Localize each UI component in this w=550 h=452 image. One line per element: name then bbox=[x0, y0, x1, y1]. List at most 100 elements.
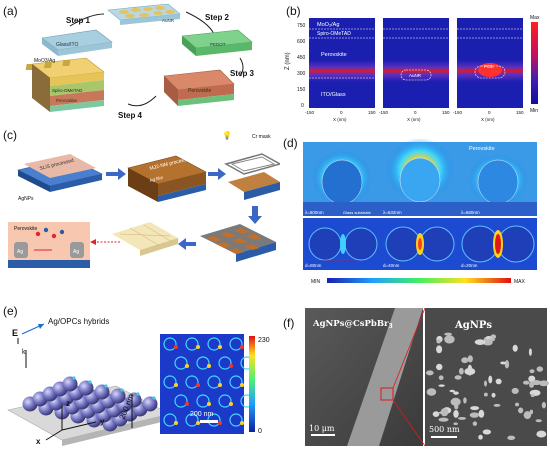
y-axis-label: Z (nm) bbox=[285, 52, 291, 70]
aunr-slab bbox=[107, 3, 181, 25]
arrow-c4 bbox=[178, 238, 196, 250]
hotspot-ring bbox=[185, 375, 199, 389]
sem-particle bbox=[528, 348, 532, 356]
sem-particle bbox=[541, 401, 547, 409]
scale-label-map: 200 nm bbox=[190, 411, 214, 418]
field-map-aunr bbox=[383, 18, 449, 108]
sem-particle bbox=[518, 407, 524, 414]
hotspot-dot bbox=[240, 345, 244, 349]
hotspot-dot bbox=[240, 383, 244, 387]
axis-label-x: x bbox=[36, 437, 41, 446]
sem-particle bbox=[495, 378, 502, 385]
hotspot-dot bbox=[229, 364, 233, 368]
sem-particle bbox=[478, 409, 485, 418]
axis-label-z: z bbox=[66, 399, 70, 408]
agnps-label: AgNPs bbox=[18, 196, 34, 202]
ytick-0: 0 bbox=[301, 103, 304, 109]
sem-particle bbox=[514, 402, 520, 407]
hotspot-ring bbox=[218, 356, 232, 370]
sem-particle bbox=[531, 380, 542, 386]
sem-particle bbox=[529, 369, 535, 374]
xtick-150-c: 150 bbox=[516, 110, 524, 115]
perovskite-label-c: Perovskite bbox=[14, 226, 38, 232]
hotspot-dot bbox=[174, 345, 178, 349]
sem-particle bbox=[438, 375, 444, 381]
label-d40: d=40nm bbox=[383, 263, 400, 268]
sem-particle bbox=[482, 429, 492, 435]
hotspot-ring bbox=[196, 394, 210, 408]
field-map-planar bbox=[309, 18, 375, 108]
ag-nanoparticle bbox=[152, 396, 156, 400]
pedot-slab bbox=[181, 29, 253, 56]
sem-particle bbox=[438, 417, 449, 422]
hybrid-title: Ag/OPCs hybrids bbox=[48, 317, 109, 326]
sem-particle bbox=[444, 335, 455, 344]
hotspot-ring bbox=[207, 337, 221, 351]
panel-e: (e) Ag/OPCs hybrids E k bbox=[0, 302, 280, 452]
map-top-632 bbox=[381, 138, 459, 216]
panel-f-label: (f) bbox=[283, 316, 295, 330]
xtick-0-c: 0 bbox=[488, 110, 491, 115]
sem-particle bbox=[493, 403, 501, 407]
opc-sphere bbox=[126, 392, 142, 408]
sem-left-title: AgNPs@CsPbBr3 bbox=[312, 319, 393, 330]
sem-particle bbox=[536, 366, 544, 372]
ag-nanoparticle bbox=[120, 388, 124, 392]
arrow-step3 bbox=[239, 57, 244, 77]
hotspot-dot bbox=[196, 421, 200, 425]
panel-d: (d) bbox=[283, 124, 550, 302]
layer-label-moo3ag: MoO₃/Ag bbox=[317, 22, 339, 28]
arrow-step2 bbox=[185, 11, 215, 35]
scale-bar-d bbox=[327, 278, 511, 283]
sem-particle bbox=[469, 412, 480, 418]
colorbar-max-e: 230 bbox=[258, 337, 270, 344]
axis-label-k: k bbox=[22, 349, 26, 356]
opc-sphere bbox=[62, 376, 78, 392]
sem-particle bbox=[483, 380, 488, 387]
aunr-label: AuNR bbox=[162, 18, 175, 23]
step-3-label: Step 3 bbox=[230, 69, 255, 78]
sem-particle bbox=[523, 411, 532, 420]
scale-label-left: 10 μm bbox=[309, 424, 335, 433]
sem-particle bbox=[504, 360, 510, 369]
red-arrow-head bbox=[90, 239, 96, 245]
panel-e-label: (e) bbox=[3, 304, 18, 318]
pedot-label: PEDOT bbox=[210, 42, 226, 47]
xtick-0-b: 0 bbox=[414, 110, 417, 115]
field-map-poe bbox=[457, 18, 523, 108]
sem-particle bbox=[464, 367, 476, 376]
step-2-label: Step 2 bbox=[205, 13, 230, 22]
hotspot-ring bbox=[229, 337, 243, 351]
sem-particle bbox=[478, 434, 483, 440]
hotspot-ring bbox=[229, 375, 243, 389]
sem-particle bbox=[438, 384, 445, 387]
hotspot-dot bbox=[229, 402, 233, 406]
ytick-450: 450 bbox=[297, 55, 306, 61]
sem-particle bbox=[536, 430, 547, 438]
sem-particle bbox=[535, 419, 542, 423]
sem-particle bbox=[458, 367, 464, 375]
sem-particle bbox=[483, 392, 488, 397]
sem-right-title: AgNPs bbox=[454, 320, 492, 331]
scale-min-label: MIN bbox=[311, 279, 321, 285]
spiro-label: Spiro-OMeTAD bbox=[52, 88, 83, 93]
hotspot-dot bbox=[207, 402, 211, 406]
opc-sphere bbox=[110, 388, 126, 404]
hotspot-ring bbox=[174, 394, 188, 408]
hotspot-dot bbox=[185, 364, 189, 368]
moo3ag-label: MoO3/Ag bbox=[34, 58, 55, 64]
sem-particle bbox=[507, 435, 516, 441]
panel-b-label: (b) bbox=[286, 4, 301, 18]
panel-d-label: (d) bbox=[283, 136, 298, 150]
sem-particle bbox=[467, 355, 473, 363]
opc-sphere-array bbox=[22, 376, 158, 432]
label-glass-substrate: Glass substrate bbox=[343, 210, 372, 215]
sem-particle bbox=[512, 344, 518, 352]
hotspot-dot bbox=[185, 402, 189, 406]
ag-electrode-right: Ag bbox=[73, 249, 79, 255]
arrow-c2 bbox=[208, 168, 226, 180]
xlabel-a: X (nm) bbox=[333, 117, 347, 122]
arrow-step4 bbox=[127, 95, 157, 107]
ag-electrode-left: Ag bbox=[17, 249, 23, 255]
hotspot-ring bbox=[185, 413, 199, 427]
